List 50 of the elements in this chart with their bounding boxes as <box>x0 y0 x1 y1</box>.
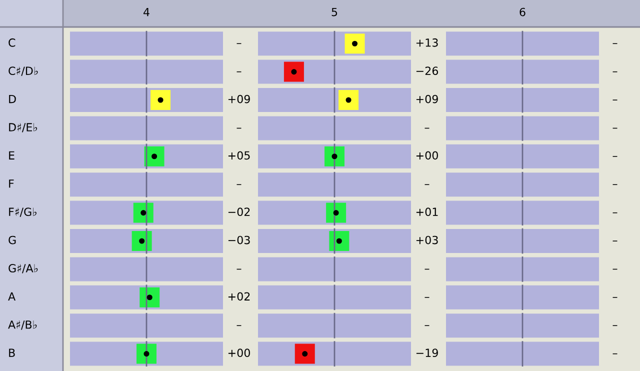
data-label: +13 <box>416 38 438 47</box>
text: – <box>612 325 618 326</box>
y-tick-label: A <box>8 292 16 300</box>
y-tick-label: E <box>9 151 14 160</box>
text: – <box>612 128 618 129</box>
text: – <box>236 128 242 129</box>
text: – <box>612 184 618 186</box>
text: – <box>424 297 430 298</box>
y-tick-label: D <box>9 94 16 104</box>
text: – <box>424 325 430 326</box>
data-label: +09 <box>416 94 438 104</box>
text: – <box>612 156 618 157</box>
data-label: +05 <box>228 151 250 160</box>
x-tick-label: 6 <box>520 8 526 16</box>
data-label: −26 <box>416 66 438 76</box>
text: – <box>612 297 618 298</box>
text: – <box>424 184 430 186</box>
data-label: +02 <box>228 292 250 301</box>
data-label: −19 <box>416 348 438 358</box>
y-tick-label: G <box>8 236 16 244</box>
data-label: +00 <box>416 151 438 160</box>
text: – <box>424 128 430 129</box>
x-tick-label: 5 <box>332 8 338 16</box>
text: – <box>236 43 242 44</box>
y-tick-label: G♯/A♭ <box>8 264 38 274</box>
text: – <box>236 71 242 72</box>
y-tick-label: F <box>9 180 14 188</box>
text: – <box>424 268 430 270</box>
y-tick-label: D♯/E♭ <box>9 123 38 132</box>
text: – <box>612 240 618 242</box>
text: – <box>612 212 618 214</box>
data-label: +01 <box>416 208 438 216</box>
text: – <box>236 268 242 270</box>
y-tick-label: A♯/B♭ <box>8 320 37 330</box>
data-label: −03 <box>228 236 250 244</box>
data-label: +09 <box>228 94 250 104</box>
text: – <box>236 184 242 186</box>
x-tick-label: 4 <box>144 8 150 16</box>
text: – <box>612 268 618 270</box>
y-tick-label: B <box>9 348 15 357</box>
data-label: +03 <box>416 236 438 244</box>
text: – <box>612 71 618 72</box>
data-label: +00 <box>228 348 250 358</box>
text: – <box>236 325 242 326</box>
y-tick-label: C♯/D♭ <box>8 66 38 76</box>
text: – <box>612 353 618 354</box>
y-tick-label: F♯/G♭ <box>9 208 36 217</box>
text: – <box>612 43 618 44</box>
data-label: −02 <box>228 208 250 216</box>
y-tick-label: C <box>8 38 16 47</box>
